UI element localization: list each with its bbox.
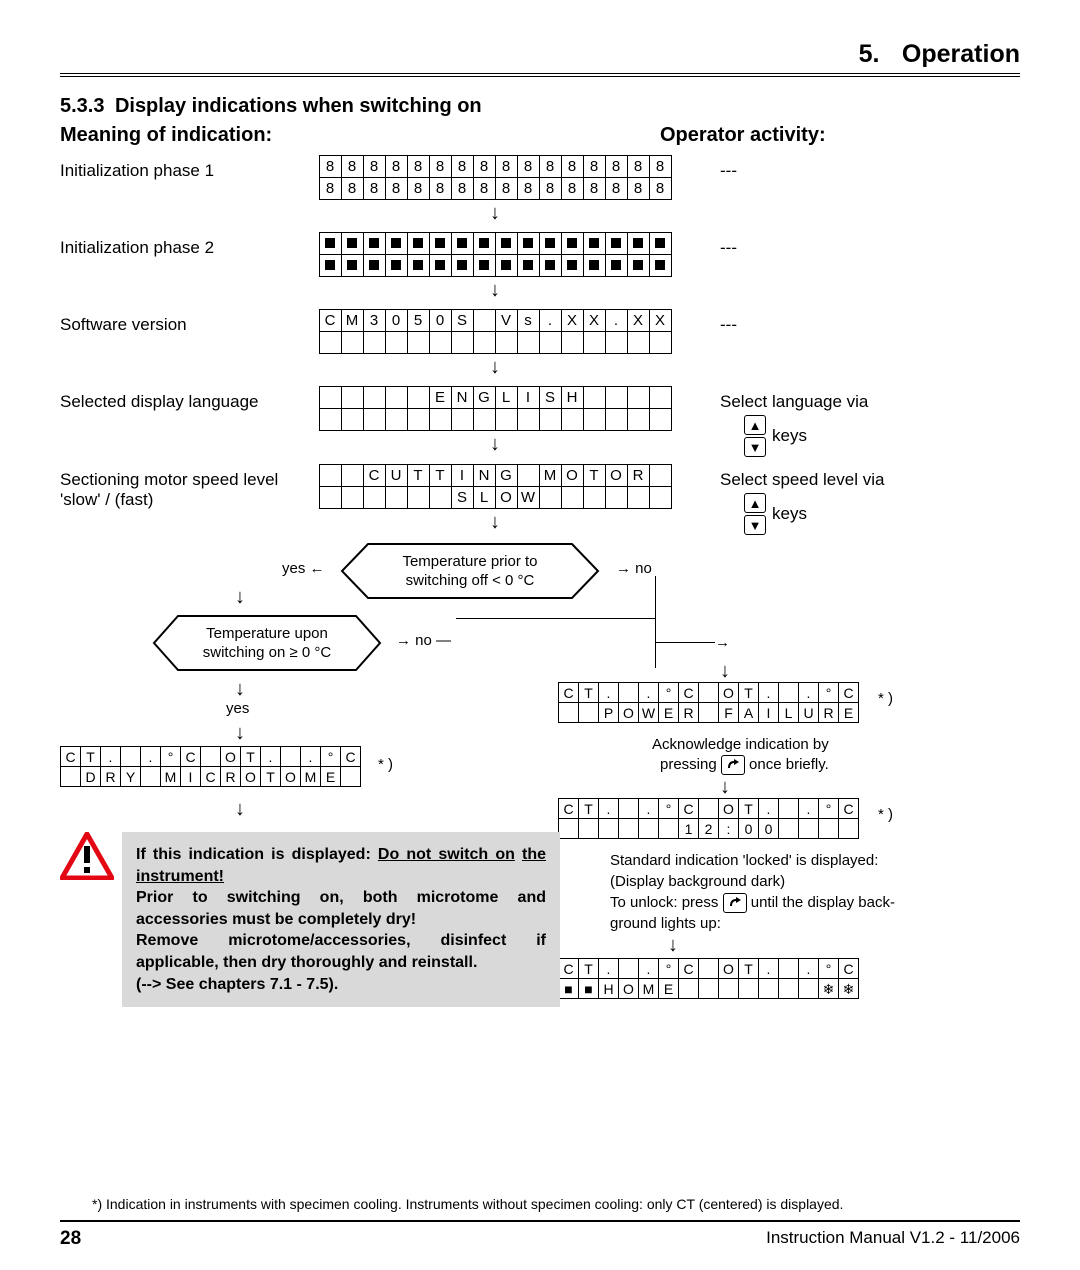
- lang-keys-label: keys: [772, 426, 807, 446]
- lcd-sw: CM3050SVs.XX.XX: [319, 309, 672, 354]
- arrow-keys-icon: ▲▼: [744, 414, 766, 458]
- lcd-init1: 88888888888888888888888888888888: [319, 155, 672, 200]
- label-yes: yes ←: [282, 560, 325, 577]
- sw-label: Software version: [60, 309, 280, 335]
- chapter-number: 5.: [859, 40, 880, 68]
- arrow-down: ↓: [668, 935, 678, 955]
- arrow-down: ↓: [235, 587, 245, 607]
- key-lock-icon: [721, 755, 745, 775]
- page-number: 28: [60, 1228, 81, 1250]
- decision-temp-prior: Temperature prior to switching off < 0 °…: [340, 542, 600, 600]
- init2-label: Initialization phase 2: [60, 232, 280, 258]
- lcd-motor: CUTTINGMOTORSLOW: [319, 464, 672, 509]
- arrow-down: ↓: [235, 723, 245, 743]
- lang-activity: Select language via: [720, 392, 868, 412]
- row-lang: Selected display language ENGLISH ↓ Sele…: [60, 386, 1020, 458]
- ack-line1: Acknowledge indication by: [652, 734, 829, 755]
- star-note: * ): [878, 806, 893, 823]
- arrow-down: ↓: [490, 203, 500, 223]
- decision-temp-on: Temperature upon switching on ≥ 0 °C: [152, 614, 382, 672]
- lcd-lang: ENGLISH: [319, 386, 672, 431]
- meaning-heading: Meaning of indication:: [60, 124, 660, 147]
- motor-label: Sectioning motor speed level 'slow' / (f…: [60, 464, 280, 510]
- arrow-down: ↓: [720, 661, 730, 681]
- lcd-init2: [319, 232, 672, 277]
- ack-line2: pressing once briefly.: [660, 754, 829, 775]
- star-note: * ): [378, 756, 393, 773]
- label-no: → no —: [396, 632, 451, 649]
- lang-label: Selected display language: [60, 386, 280, 412]
- section-number: 5.3.3: [60, 95, 104, 117]
- warning-block: If this indication is displayed: Do not …: [60, 832, 560, 1007]
- arrow-right: →: [715, 634, 730, 651]
- motor-activity: Select speed level via: [720, 470, 884, 490]
- section-heading: 5.3.3 Display indications when switching…: [60, 95, 1020, 118]
- std-line4: ground lights up:: [610, 913, 950, 934]
- section-title: Display indications when switching on: [115, 95, 482, 117]
- arrow-down: ↓: [490, 512, 500, 532]
- decision1-text: Temperature prior to switching off < 0 °…: [402, 552, 537, 591]
- page-header: 5. Operation: [60, 40, 1020, 77]
- arrow-down: ↓: [235, 799, 245, 819]
- motor-keys-label: keys: [772, 504, 807, 524]
- std-line1: Standard indication 'locked' is displaye…: [610, 850, 950, 871]
- init2-activity: ---: [710, 232, 737, 258]
- lcd-power-failure: CT..°COT..°CPOWERFAILURE: [558, 682, 859, 723]
- lcd-time: CT..°COT..°C12:00: [558, 798, 859, 839]
- lcd-dry: CT..°COT..°CDRYMICROTOME: [60, 746, 361, 787]
- decision2-text: Temperature upon switching on ≥ 0 °C: [203, 624, 331, 663]
- label-yes: yes: [226, 700, 249, 717]
- arrow-down: ↓: [490, 357, 500, 377]
- warning-text: If this indication is displayed: Do not …: [122, 832, 560, 1007]
- key-lock-icon: [723, 893, 747, 913]
- lcd-home: CT..°COT..°C■■HOME❄❄: [558, 958, 859, 999]
- row-motor: Sectioning motor speed level 'slow' / (f…: [60, 464, 1020, 536]
- row-init1: Initialization phase 1 88888888888888888…: [60, 155, 1020, 226]
- arrow-down: ↓: [490, 280, 500, 300]
- row-init2: Initialization phase 2 ↓ ---: [60, 232, 1020, 303]
- label-no: → no: [616, 560, 652, 577]
- page-footer: 28 Instruction Manual V1.2 - 11/2006: [60, 1220, 1020, 1250]
- star-note: * ): [878, 690, 893, 707]
- flowchart: Temperature prior to switching off < 0 °…: [60, 542, 1020, 1182]
- sw-activity: ---: [710, 309, 737, 335]
- arrow-down: ↓: [235, 679, 245, 699]
- arrow-down: ↓: [490, 434, 500, 454]
- arrow-down: ↓: [720, 777, 730, 797]
- row-sw: Software version CM3050SVs.XX.XX ↓ ---: [60, 309, 1020, 380]
- std-line2: (Display background dark): [610, 871, 950, 892]
- chapter-title: Operation: [902, 40, 1020, 68]
- operator-heading: Operator activity:: [660, 124, 826, 147]
- arrow-keys-icon: ▲▼: [744, 492, 766, 536]
- init1-activity: ---: [710, 155, 737, 181]
- manual-version: Instruction Manual V1.2 - 11/2006: [766, 1228, 1020, 1250]
- warning-icon: [60, 832, 114, 880]
- init1-label: Initialization phase 1: [60, 155, 280, 181]
- std-line3: To unlock: press until the display back-: [610, 892, 950, 913]
- footnote: *) Indication in instruments with specim…: [92, 1196, 1020, 1212]
